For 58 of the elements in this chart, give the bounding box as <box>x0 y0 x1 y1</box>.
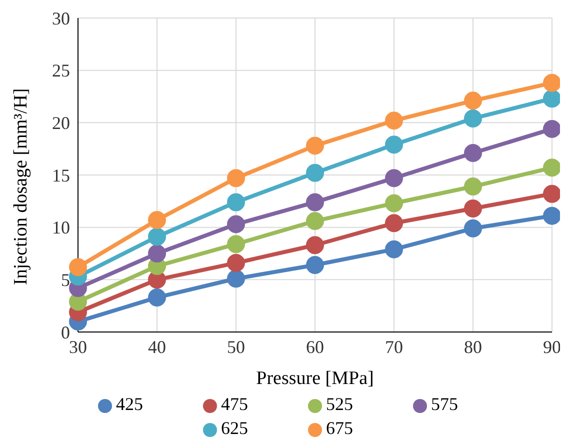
point <box>543 206 560 225</box>
point <box>385 169 403 188</box>
x-tick-label: 90 <box>543 336 561 357</box>
x-tick-label: 60 <box>306 336 324 357</box>
point <box>227 169 245 188</box>
point <box>227 215 245 234</box>
point <box>385 240 403 258</box>
point <box>306 164 324 182</box>
legend-label: 475 <box>221 394 248 414</box>
point <box>306 256 324 274</box>
point <box>227 254 245 272</box>
legend-label: 575 <box>431 394 458 414</box>
x-tick-label: 70 <box>385 336 403 357</box>
y-axis-title: Injection dosage [mm³/H] <box>10 88 32 285</box>
point <box>464 199 482 218</box>
y-tick-label: 15 <box>52 165 70 186</box>
point <box>227 235 245 254</box>
point <box>464 219 482 238</box>
y-tick-label: 20 <box>52 113 70 134</box>
point <box>543 74 560 92</box>
point <box>227 193 245 212</box>
point <box>148 228 166 246</box>
y-tick-label: 30 <box>52 8 70 28</box>
x-tick-label: 50 <box>227 336 245 357</box>
point <box>69 258 87 276</box>
y-tick-label: 5 <box>61 270 70 290</box>
point <box>148 270 166 289</box>
x-axis-title: Pressure [MPa] <box>256 368 374 389</box>
point <box>464 178 482 196</box>
point <box>464 109 482 128</box>
point <box>306 212 324 230</box>
point <box>543 158 560 177</box>
point <box>385 214 403 232</box>
legend-label: 425 <box>116 394 143 414</box>
point <box>385 136 403 154</box>
point <box>69 292 87 311</box>
point <box>464 144 482 162</box>
point <box>543 120 560 138</box>
point <box>464 92 482 110</box>
point <box>306 236 324 254</box>
y-tick-label: 25 <box>52 60 70 81</box>
point <box>148 244 166 262</box>
x-tick-label: 80 <box>464 336 482 357</box>
legend-label: 525 <box>326 394 353 414</box>
point <box>385 112 403 130</box>
y-tick-label: 10 <box>52 218 70 238</box>
y-tick-label: 0 <box>61 322 70 342</box>
point <box>543 90 560 108</box>
point <box>306 193 324 212</box>
point <box>543 184 560 203</box>
legend-label: 625 <box>221 418 248 438</box>
point <box>148 288 166 306</box>
x-tick-label: 40 <box>148 336 166 357</box>
legend-label: 675 <box>326 418 353 438</box>
point <box>385 194 403 212</box>
point <box>227 270 245 288</box>
point <box>306 136 324 155</box>
point <box>148 211 166 230</box>
